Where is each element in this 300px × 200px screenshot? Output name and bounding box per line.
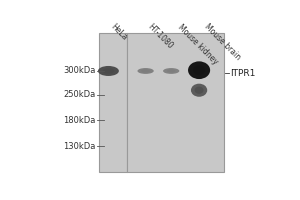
- Text: 250kDa: 250kDa: [63, 90, 96, 99]
- Ellipse shape: [141, 69, 150, 73]
- Ellipse shape: [195, 87, 204, 94]
- Ellipse shape: [193, 65, 205, 75]
- Text: Mouse brain: Mouse brain: [202, 22, 242, 62]
- Ellipse shape: [191, 84, 207, 97]
- Text: HeLa: HeLa: [108, 22, 128, 42]
- Ellipse shape: [188, 61, 210, 79]
- Ellipse shape: [167, 69, 176, 73]
- Text: 300kDa: 300kDa: [63, 66, 96, 75]
- Text: 180kDa: 180kDa: [63, 116, 96, 125]
- Text: 130kDa: 130kDa: [63, 142, 96, 151]
- Ellipse shape: [163, 68, 179, 74]
- Ellipse shape: [98, 66, 119, 76]
- Ellipse shape: [103, 68, 114, 74]
- Bar: [127, 33, 224, 172]
- Text: Mouse kidney: Mouse kidney: [176, 22, 220, 66]
- Bar: [99, 33, 127, 172]
- Text: HT-1080: HT-1080: [146, 22, 174, 51]
- Text: ITPR1: ITPR1: [230, 69, 255, 78]
- Ellipse shape: [137, 68, 154, 74]
